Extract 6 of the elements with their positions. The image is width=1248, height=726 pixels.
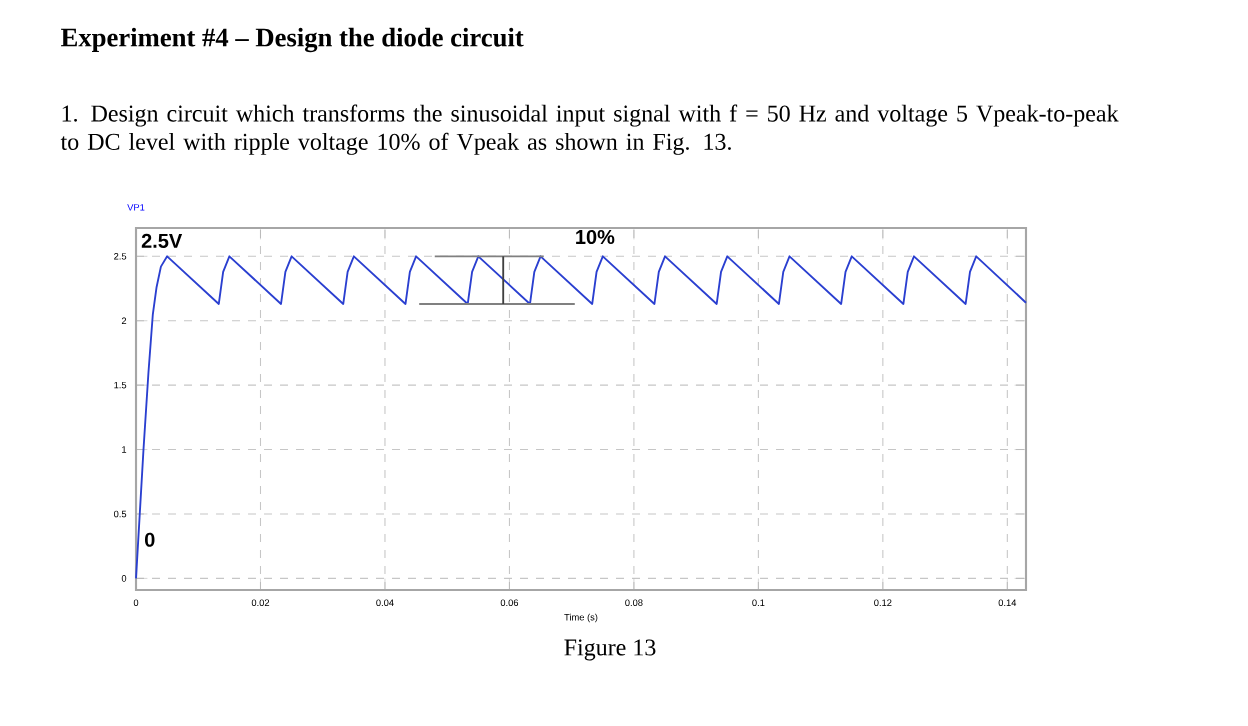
annotation: 0 bbox=[144, 532, 155, 547]
chart-title: Experiment #4 – Design the diode circuit bbox=[61, 27, 524, 53]
annotation: 2.5V bbox=[141, 233, 183, 248]
annotation: 10% bbox=[576, 229, 615, 245]
text: 1. Design circuit which transforms the sinusoidal input signal with f = 50 Hz and voltage 5 Vpeak-to-peak to DC level with ripple voltage 10% of Vpeak as shown in Fig. 13. bbox=[60, 104, 1119, 155]
caption: Figure 13 bbox=[564, 639, 656, 661]
